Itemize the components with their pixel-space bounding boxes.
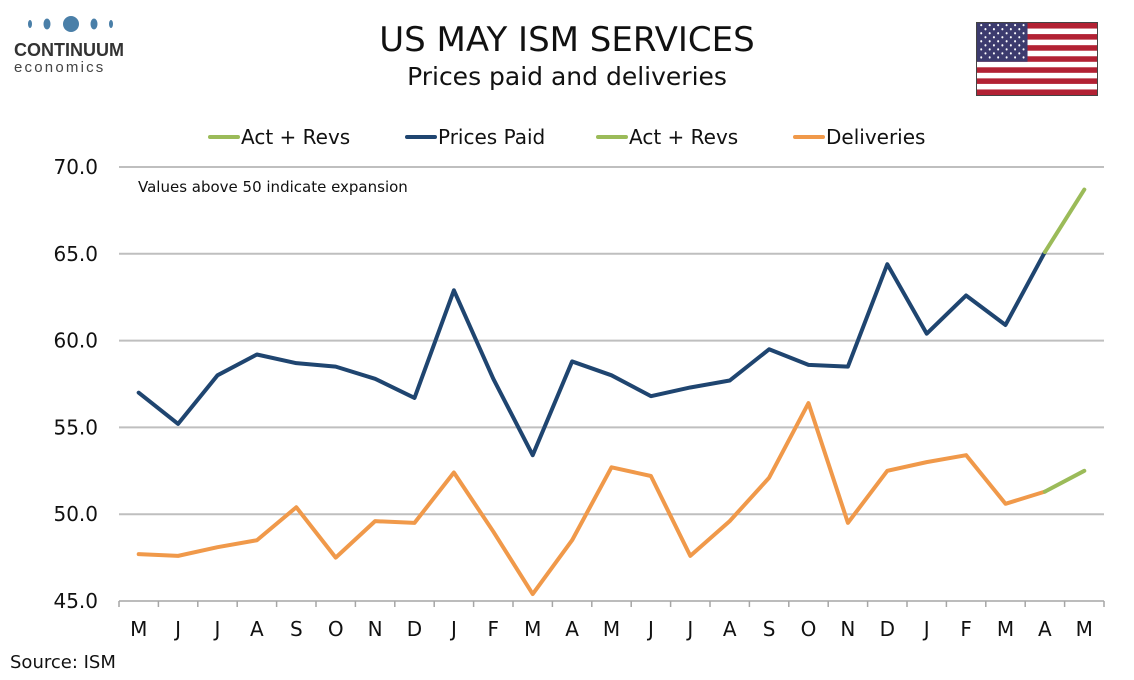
x-tick-label: M [524,617,541,641]
page-title: US MAY ISM SERVICES [379,20,755,60]
x-tick-label: A [723,617,737,641]
x-tick-label: D [407,617,422,641]
x-tick-label: J [213,617,221,641]
y-tick-label: 45.0 [53,589,98,613]
x-tick-label: S [290,617,303,641]
x-tick-label: J [685,617,693,641]
y-tick-label: 50.0 [53,502,98,526]
deliveries-act-revs-line [1042,468,1087,494]
us-flag-icon [976,22,1098,96]
legend-label: Act + Revs [629,125,738,149]
y-tick-label: 65.0 [53,242,98,266]
brand-name: CONTINUUM [14,40,124,60]
x-tick-label: F [488,617,500,641]
page-subtitle: Prices paid and deliveries [407,62,727,91]
logo-dots-icon [28,16,113,32]
x-tick-label: M [603,617,620,641]
x-tick-label: M [130,617,147,641]
x-tick-label: J [173,617,181,641]
x-tick-label: D [880,617,895,641]
x-tick-label: J [922,617,930,641]
x-tick-label: A [1038,617,1052,641]
x-tick-label: N [368,617,383,641]
deliveries-line [136,401,1047,597]
prices-paid-act-revs-line [1042,187,1087,255]
x-tick-label: N [840,617,855,641]
x-tick-label: A [250,617,264,641]
prices-paid-line [136,250,1047,458]
x-tick-label: A [565,617,579,641]
y-tick-label: 55.0 [53,415,98,439]
x-tick-label: S [763,617,776,641]
x-tick-label: J [449,617,457,641]
legend-label: Prices Paid [438,125,545,149]
legend-label: Act + Revs [241,125,350,149]
x-tick-label: F [960,617,972,641]
legend-label: Deliveries [826,125,925,149]
chart-annotation: Values above 50 indicate expansion [138,178,408,196]
x-tick-label: O [801,617,817,641]
x-tick-label: O [328,617,344,641]
x-tick-label: M [1076,617,1093,641]
x-tick-label: J [646,617,654,641]
y-tick-label: 70.0 [53,155,98,179]
brand-sub: economics [14,59,106,76]
brand-logo: CONTINUUM economics [14,14,134,76]
x-tick-label: M [997,617,1014,641]
y-tick-label: 60.0 [53,329,98,353]
source-note: Source: ISM [10,652,116,673]
